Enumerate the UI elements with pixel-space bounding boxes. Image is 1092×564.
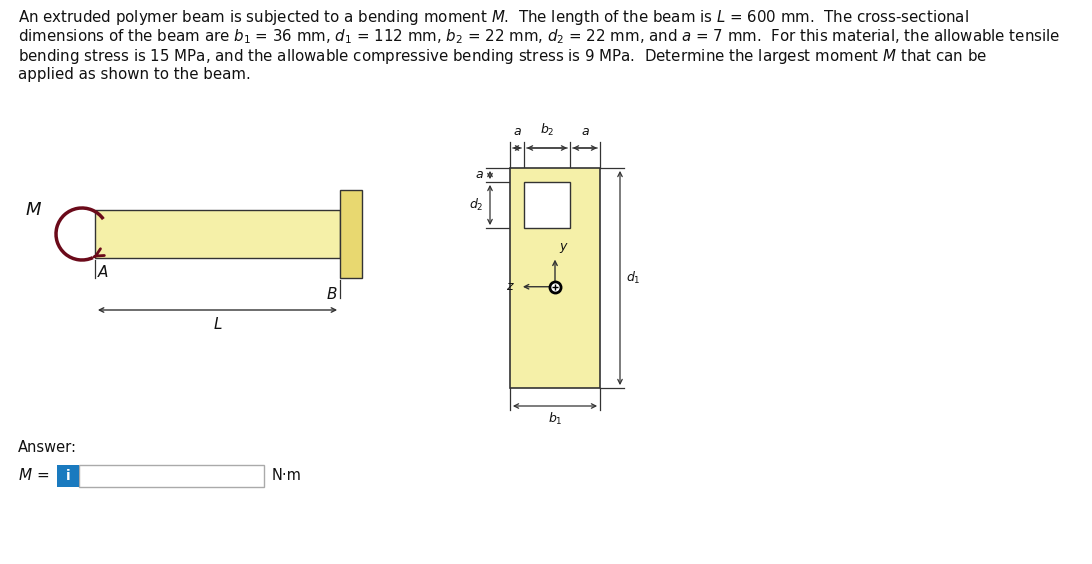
Text: An extruded polymer beam is subjected to a bending moment $M$.  The length of th: An extruded polymer beam is subjected to… [17,8,969,27]
Text: $a$: $a$ [475,169,484,182]
Text: $b_2$: $b_2$ [539,122,555,138]
Text: $a$: $a$ [581,125,590,138]
Bar [340,190,363,278]
Text: Answer:: Answer: [17,440,78,455]
Text: $y$: $y$ [559,241,569,255]
Text: $z$: $z$ [507,280,515,293]
Text: $b_1$: $b_1$ [548,411,562,427]
Text: $B$: $B$ [327,286,339,302]
Text: i: i [66,469,70,483]
Text: $L$: $L$ [213,316,223,332]
Text: bending stress is 15 MPa, and the allowable compressive bending stress is 9 MPa.: bending stress is 15 MPa, and the allowa… [17,47,987,66]
Text: $M$ =: $M$ = [17,467,51,483]
Text: $a$: $a$ [512,125,521,138]
Bar [57,465,79,487]
Text: dimensions of the beam are $b_1$ = 36 mm, $d_1$ = 112 mm, $b_2$ = 22 mm, $d_2$ =: dimensions of the beam are $b_1$ = 36 mm… [17,28,1060,46]
Text: $d_1$: $d_1$ [626,270,641,286]
Bar [79,465,264,487]
Text: N·m: N·m [272,468,301,482]
Bar [95,210,340,258]
Bar [524,182,570,228]
Text: $A$: $A$ [97,264,109,280]
Text: $d_2$: $d_2$ [470,197,484,213]
Text: $M$: $M$ [25,201,41,219]
Text: applied as shown to the beam.: applied as shown to the beam. [17,67,251,82]
Bar [510,168,600,388]
